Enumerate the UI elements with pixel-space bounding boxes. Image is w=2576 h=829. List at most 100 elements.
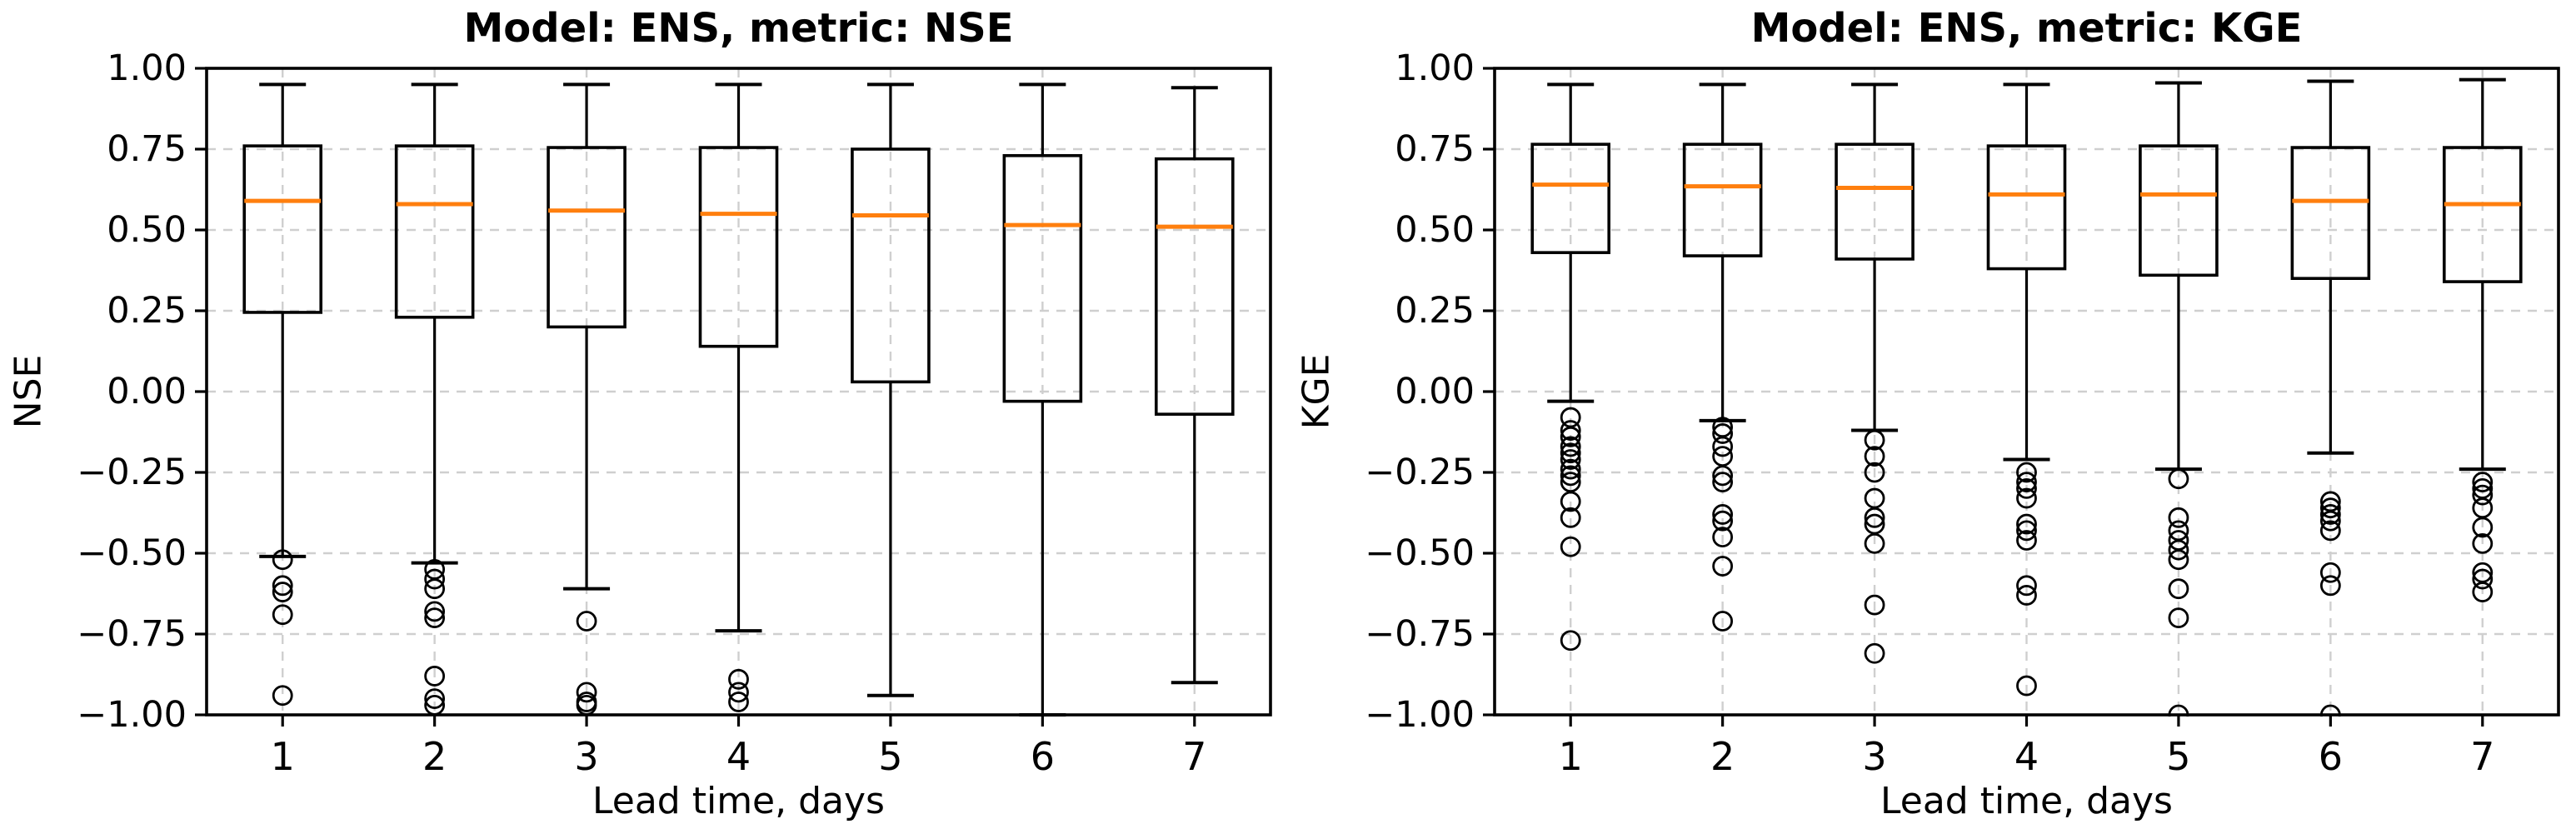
- outlier-point: [1560, 458, 1581, 480]
- outlier-point: [272, 582, 293, 602]
- outlier-point: [424, 568, 446, 590]
- outlier-point: [2016, 520, 2037, 542]
- outlier-point: [272, 575, 293, 597]
- y-tick-label: 0.25: [107, 290, 187, 332]
- y-tick-label: 1.00: [1395, 47, 1475, 89]
- outlier-point: [2016, 585, 2037, 606]
- outlier-point: [2168, 607, 2189, 628]
- outlier-point: [2016, 675, 2037, 697]
- y-tick-label: 0.00: [1395, 371, 1475, 412]
- x-tick-label: 7: [1182, 734, 1206, 779]
- outlier-point: [2472, 568, 2494, 590]
- iqr-box: [851, 147, 931, 384]
- iqr-box: [1986, 144, 2067, 271]
- box-group-leadtime-3: [1835, 82, 1915, 664]
- outlier-point: [1864, 532, 1885, 554]
- outlier-point: [2168, 549, 2189, 571]
- y-tick-label: −1.00: [77, 694, 187, 736]
- x-tick-label: 5: [878, 734, 902, 779]
- outlier-point: [2016, 478, 2037, 499]
- y-tick-label: −0.50: [1365, 532, 1475, 574]
- outlier-point: [424, 578, 446, 600]
- box-group-leadtime-2: [1682, 82, 1763, 632]
- outlier-point: [1560, 491, 1581, 512]
- box-group-leadtime-1: [242, 82, 323, 707]
- outlier-point: [1560, 426, 1581, 447]
- outlier-point: [1712, 510, 1734, 532]
- outlier-point: [424, 666, 446, 687]
- outlier-point: [424, 688, 446, 709]
- y-tick-label: 0.25: [1395, 290, 1475, 332]
- outlier-point: [1864, 507, 1885, 528]
- outlier-point: [1712, 436, 1734, 457]
- ticks: 1.00 0.75 0.50 0.25 0.00 −0.25 −0.50 −0.75 −1.00…: [77, 47, 1206, 779]
- outlier-point: [576, 611, 597, 632]
- outlier-point: [2319, 504, 2341, 525]
- outlier-point: [1560, 420, 1581, 441]
- outlier-point: [2319, 575, 2341, 597]
- x-tick-label: 1: [1559, 734, 1583, 779]
- iqr-box: [1154, 157, 1235, 416]
- outlier-point: [2319, 562, 2341, 583]
- outlier-point: [1712, 504, 1734, 525]
- outlier-point: [1864, 642, 1885, 664]
- iqr-box: [1002, 153, 1083, 403]
- outlier-point: [728, 668, 749, 690]
- x-tick-label: 5: [2166, 734, 2190, 779]
- outlier-point: [2168, 539, 2189, 561]
- boxes-layer: [1530, 77, 2523, 717]
- outlier-point: [2472, 472, 2494, 493]
- outlier-point: [2016, 575, 2037, 597]
- box-group-leadtime-2: [394, 82, 475, 716]
- box-group-leadtime-4: [1986, 82, 2067, 697]
- y-tick-label: 0.00: [107, 371, 187, 412]
- boxes-layer: [242, 82, 1235, 717]
- nse-boxplot-canvas: 1.00 0.75 0.50 0.25 0.00 −0.25 −0.50 −0.75 −1.00…: [77, 47, 1272, 779]
- outlier-point: [2472, 532, 2494, 554]
- box-group-leadtime-3: [547, 82, 627, 716]
- outlier-point: [2319, 497, 2341, 519]
- kge-subplot: Model: ENS, metric: KGE KGE 1.00 0.75 0.50…: [1288, 0, 2576, 829]
- x-tick-label: 6: [1031, 734, 1055, 779]
- outlier-point: [1560, 507, 1581, 528]
- outlier-point: [2016, 487, 2037, 509]
- box-group-leadtime-7: [2442, 77, 2523, 602]
- outlier-point: [1560, 536, 1581, 557]
- iqr-box: [1682, 142, 1763, 257]
- outlier-point: [2472, 484, 2494, 506]
- y-tick-label: −0.75: [1365, 613, 1475, 655]
- nse-plot-title: Model: ENS, metric: NSE: [463, 5, 1014, 52]
- outlier-point: [2016, 472, 2037, 493]
- iqr-box: [242, 144, 323, 314]
- outlier-point: [1560, 465, 1581, 487]
- iqr-box: [1530, 142, 1611, 254]
- nse-x-axis-label: Lead time, days: [592, 780, 885, 822]
- x-tick-label: 2: [1710, 734, 1735, 779]
- outlier-point: [1712, 465, 1734, 487]
- outlier-point: [2168, 507, 2189, 528]
- outlier-point: [1864, 594, 1885, 616]
- y-tick-label: −0.25: [77, 452, 187, 493]
- y-tick-label: 0.75: [1395, 128, 1475, 170]
- outlier-point: [2016, 462, 2037, 483]
- outlier-point: [424, 607, 446, 628]
- outlier-point: [1560, 449, 1581, 470]
- outlier-point: [728, 692, 749, 712]
- kge-boxplot-canvas: 1.00 0.75 0.50 0.25 0.00 −0.25 −0.50 −0.75 −1.00…: [1365, 47, 2560, 779]
- outlier-point: [2472, 517, 2494, 538]
- box-group-leadtime-4: [698, 82, 779, 712]
- y-tick-label: 0.75: [107, 128, 187, 170]
- outlier-point: [1864, 429, 1885, 451]
- iqr-box: [1835, 142, 1915, 261]
- outlier-point: [424, 601, 446, 622]
- iqr-box: [2442, 146, 2523, 283]
- x-tick-label: 3: [1862, 734, 1886, 779]
- outlier-point: [272, 549, 293, 571]
- x-tick-label: 2: [422, 734, 447, 779]
- outlier-point: [1560, 436, 1581, 457]
- outlier-point: [2168, 578, 2189, 600]
- box-group-leadtime-5: [851, 82, 931, 697]
- outlier-point: [2472, 582, 2494, 602]
- kge-x-axis-label: Lead time, days: [1880, 780, 2173, 822]
- y-tick-label: 1.00: [107, 47, 187, 89]
